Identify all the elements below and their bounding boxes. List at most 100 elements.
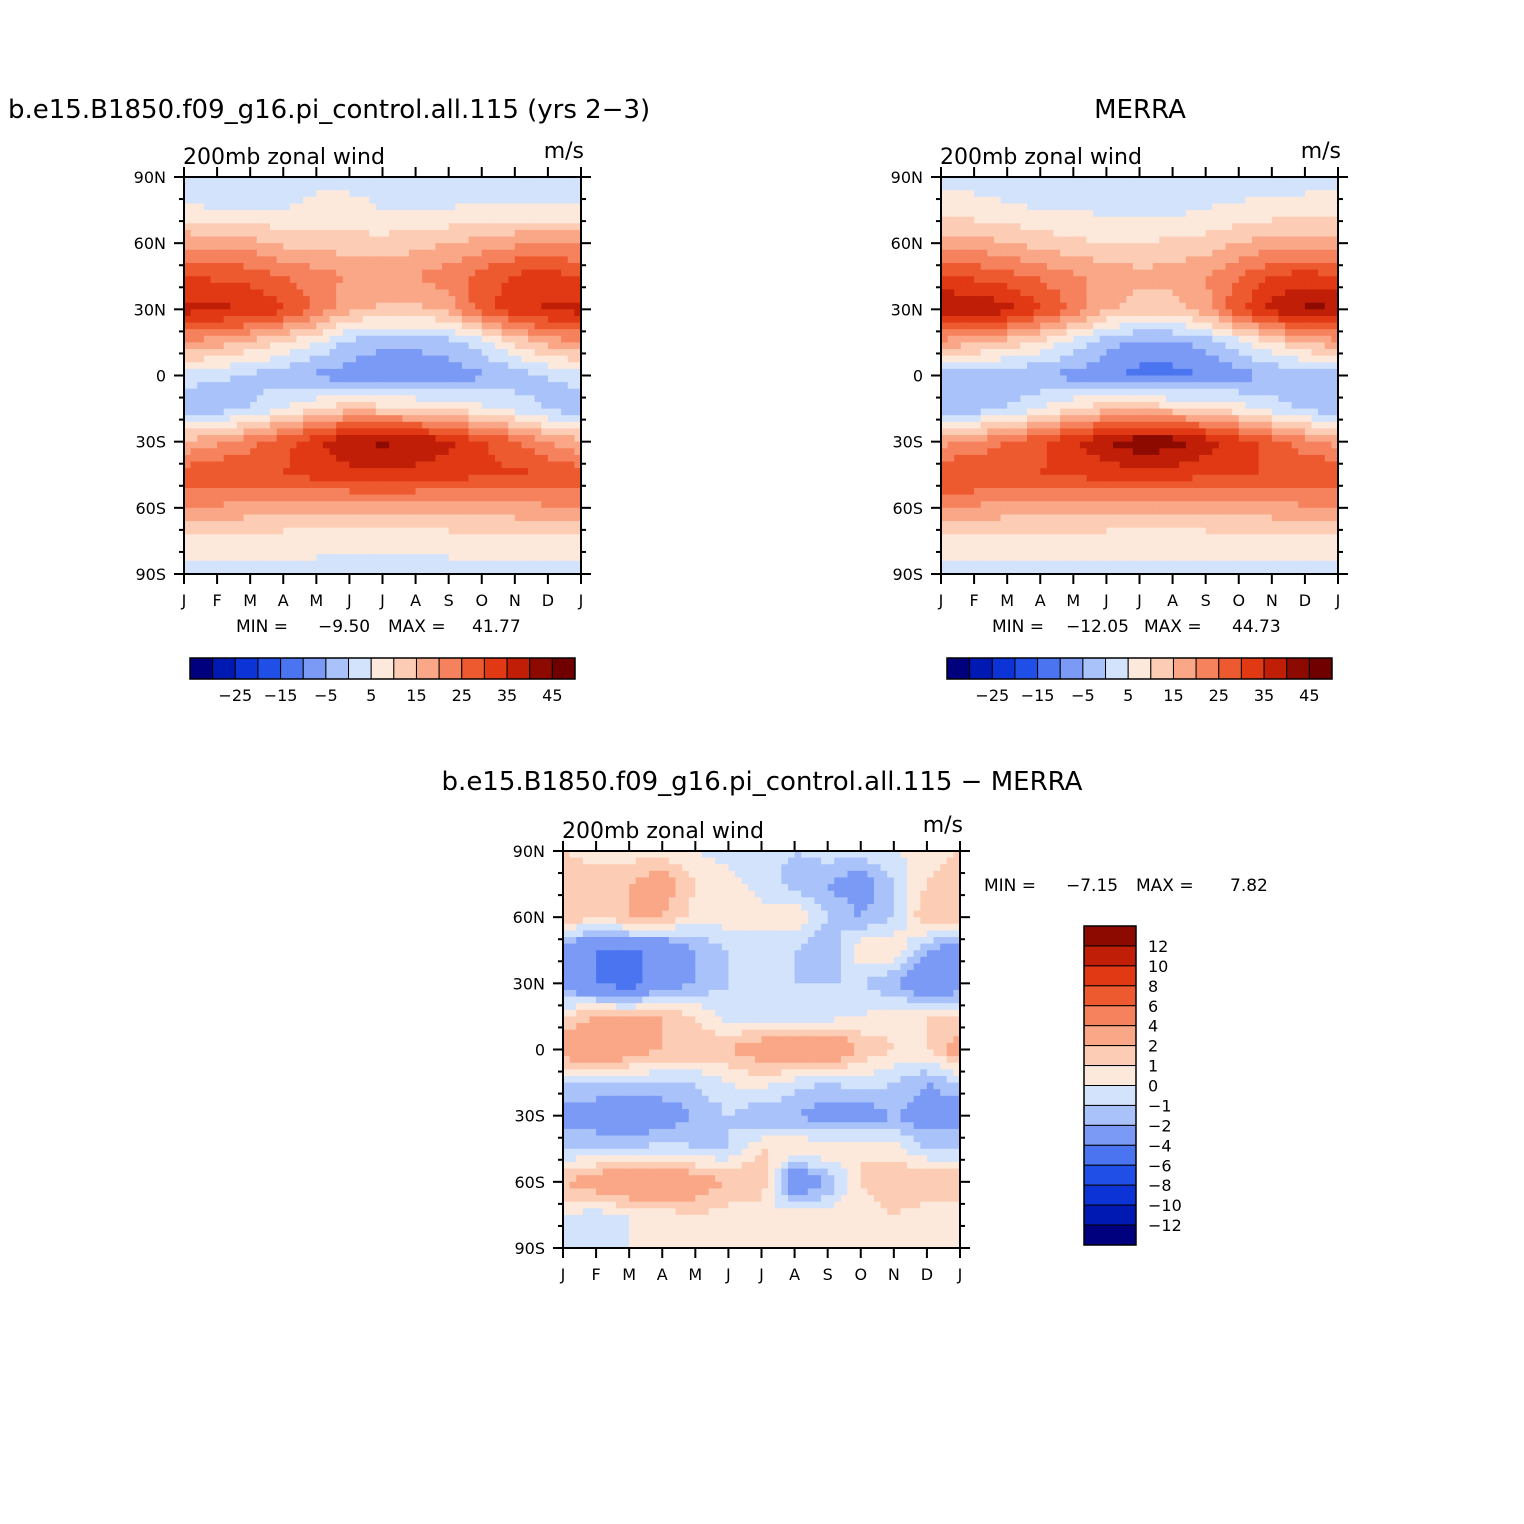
obs-heat-cell (1100, 263, 1107, 270)
model-heat-cell (409, 514, 416, 521)
model-heat-cell (369, 422, 376, 429)
model-heat-cell (257, 382, 264, 389)
model-heat-cell (316, 243, 323, 250)
model-heat-cell (508, 184, 515, 191)
model-heat-cell (217, 289, 224, 296)
model-heat-cell (343, 323, 350, 330)
model-heat-cell (429, 190, 436, 197)
model-heat-cell (316, 528, 323, 535)
model-heat-cell (402, 190, 409, 197)
model-heat-cell (257, 561, 264, 568)
model-heat-cell (250, 561, 257, 568)
model-heat-cell (555, 230, 562, 237)
model-heat-cell (330, 342, 337, 349)
model-heat-cell (277, 534, 284, 541)
obs-heat-cell (1226, 190, 1233, 197)
model-heat-cell (191, 475, 198, 482)
model-heat-cell (561, 336, 568, 343)
model-heat-cell (488, 514, 495, 521)
model-heat-cell (416, 329, 423, 336)
model-heat-cell (270, 356, 277, 363)
model-heat-cell (230, 528, 237, 535)
model-heat-cell (535, 243, 542, 250)
obs-heat-cell (1252, 256, 1259, 263)
model-heat-cell (363, 541, 370, 548)
model-heat-cell (296, 210, 303, 217)
model-heat-cell (449, 336, 456, 343)
model-heat-cell (336, 316, 343, 323)
obs-heat-cell (1199, 303, 1206, 310)
model-heat-cell (475, 250, 482, 257)
model-heat-cell (349, 395, 356, 402)
obs-heat-cell (1166, 263, 1173, 270)
obs-heat-cell (1120, 177, 1127, 184)
model-heat-cell (290, 303, 297, 310)
model-heat-cell (303, 521, 310, 528)
model-heat-cell (455, 395, 462, 402)
model-heat-cell (244, 389, 251, 396)
model-heat-cell (303, 217, 310, 224)
model-heat-cell (263, 488, 270, 495)
model-heat-cell (462, 395, 469, 402)
obs-heat-cell (1272, 303, 1279, 310)
obs-heat-cell (1173, 184, 1180, 191)
model-heat-cell (316, 203, 323, 210)
obs-heat-cell (1312, 217, 1319, 224)
model-heat-cell (409, 369, 416, 376)
model-heat-cell (535, 362, 542, 369)
model-heat-cell (442, 309, 449, 316)
model-heat-cell (422, 296, 429, 303)
obs-heat-cell (1192, 283, 1199, 290)
obs-heat-cell (1060, 256, 1067, 263)
model-heat-cell (455, 316, 462, 323)
model-heat-cell (224, 263, 231, 270)
model-heat-cell (429, 349, 436, 356)
model-heat-cell (250, 428, 257, 435)
obs-heat-cell (954, 289, 961, 296)
model-heat-cell (250, 528, 257, 535)
obs-heat-cell (981, 177, 988, 184)
obs-heat-cell (1272, 289, 1279, 296)
model-heat-cell (416, 376, 423, 383)
model-heat-cell (316, 442, 323, 449)
model-heat-cell (349, 389, 356, 396)
model-heat-cell (210, 422, 217, 429)
model-heat-cell (521, 356, 528, 363)
model-heat-cell (389, 210, 396, 217)
obs-heat-cell (1014, 237, 1021, 244)
model-heat-cell (528, 309, 535, 316)
obs-heat-cell (1305, 210, 1312, 217)
obs-heat-cell (1318, 309, 1325, 316)
obs-heat-cell (1126, 256, 1133, 263)
model-heat-cell (349, 554, 356, 561)
model-heat-cell (257, 349, 264, 356)
model-heat-cell (283, 303, 290, 310)
obs-heat-cell (1259, 296, 1266, 303)
obs-heat-cell (1186, 276, 1193, 283)
model-x-tick-label: O (475, 591, 488, 610)
obs-heat-cell (967, 263, 974, 270)
model-heat-cell (488, 442, 495, 449)
obs-heat-cell (987, 303, 994, 310)
model-heat-cell (343, 270, 350, 277)
model-heat-cell (363, 237, 370, 244)
model-heat-cell (396, 462, 403, 469)
model-heat-cell (435, 323, 442, 330)
model-heat-cell (422, 230, 429, 237)
model-heat-cell (442, 184, 449, 191)
obs-heat-cell (954, 197, 961, 204)
model-heat-cell (442, 508, 449, 515)
obs-heat-cell (1239, 276, 1246, 283)
model-heat-cell (230, 462, 237, 469)
model-heat-cell (310, 349, 317, 356)
model-heat-cell (515, 223, 522, 230)
model-heat-cell (455, 309, 462, 316)
model-heat-cell (409, 376, 416, 383)
obs-heat-cell (1318, 303, 1325, 310)
model-heat-cell (528, 323, 535, 330)
model-x-tick-label: N (509, 591, 521, 610)
model-heat-cell (197, 184, 204, 191)
model-heat-cell (197, 250, 204, 257)
model-heat-cell (482, 521, 489, 528)
model-heat-cell (416, 561, 423, 568)
